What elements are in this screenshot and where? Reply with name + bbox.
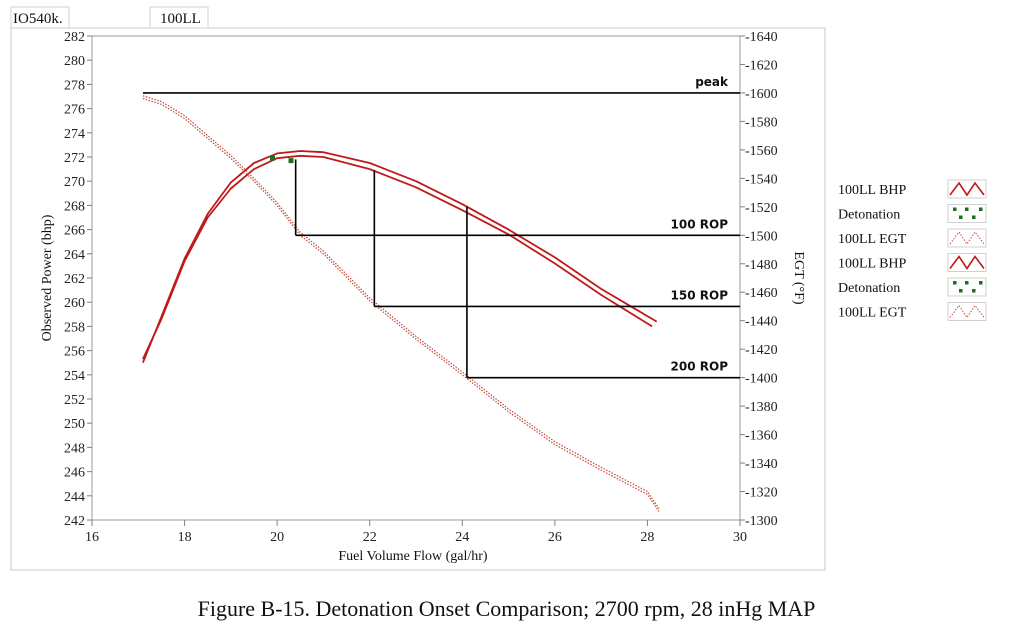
legend-swatch-marker <box>979 281 983 285</box>
detonation-marker <box>270 155 276 161</box>
x-tick-label: 20 <box>270 530 284 545</box>
y-tick-label: 252 <box>64 393 85 408</box>
y-tick-label: 266 <box>64 224 85 239</box>
legend-swatch-marker <box>959 289 963 293</box>
bhp-curve <box>142 150 658 364</box>
y-tick-label: 256 <box>64 345 85 360</box>
y-tick-label: 248 <box>64 441 85 456</box>
y-tick-label: 268 <box>64 199 85 214</box>
legend-swatch-marker <box>979 207 983 211</box>
legend: 100LL BHP Detonation 100LL EGT 100LL BHP Det… <box>838 179 987 321</box>
reference-lines-layer: peak 100 ROP 150 ROP 200 ROP <box>142 75 740 379</box>
fuel-label: 100LL <box>160 11 201 27</box>
y-tick-label: 242 <box>64 514 85 529</box>
legend-swatch-marker <box>953 207 957 211</box>
y2-tick-label: -1340 <box>745 457 778 472</box>
x-tick-label: 24 <box>455 530 469 545</box>
y2-tick-label: -1480 <box>745 258 778 273</box>
legend-swatch <box>947 277 987 297</box>
y2-tick-label: -1300 <box>745 514 778 529</box>
x-tick-label: 22 <box>363 530 377 545</box>
y-tick-label: 282 <box>64 30 85 45</box>
y-tick-label: 260 <box>64 296 85 311</box>
y-axis-title: Observed Power (bhp) <box>40 214 55 341</box>
legend-swatch-marker <box>972 215 976 219</box>
legend-swatch-marker <box>972 289 976 293</box>
y-tick-label: 276 <box>64 103 85 118</box>
y2-tick-label: -1400 <box>745 372 778 387</box>
x-tick-label: 16 <box>85 530 99 545</box>
y-tick-label: 250 <box>64 417 85 432</box>
legend-swatch-marker <box>953 281 957 285</box>
y-tick-label: 272 <box>64 151 85 166</box>
bhp-curve <box>142 154 653 360</box>
y2-tick-label: -1440 <box>745 315 778 330</box>
y2-tick-label: -1600 <box>745 87 778 102</box>
legend-swatch-line <box>949 231 985 245</box>
legend-swatch <box>947 204 987 223</box>
legend-swatch-line <box>949 304 985 319</box>
y2-tick-label: -1520 <box>745 201 778 216</box>
x-tick-label: 18 <box>178 530 192 545</box>
egt-curve <box>142 95 660 509</box>
legend-label: Detonation <box>838 281 900 296</box>
engine-label: IO540k. <box>13 11 63 27</box>
y2-tick-label: -1460 <box>745 286 778 301</box>
y2-tick-label: -1380 <box>745 400 778 415</box>
y-tick-label: 274 <box>64 127 85 142</box>
y-tick-label: 258 <box>64 320 85 335</box>
y2-tick-label: -1620 <box>745 58 778 73</box>
y-tick-label: 244 <box>64 490 85 505</box>
y-tick-label: 264 <box>64 248 85 263</box>
x-tick-label: 30 <box>733 530 747 545</box>
y-tick-label: 254 <box>64 369 85 384</box>
reference-line-label: 100 ROP <box>671 217 729 231</box>
y2-tick-label: -1560 <box>745 144 778 159</box>
legend-label: 100LL BHP <box>838 183 907 198</box>
y2-tick-label: -1640 <box>745 30 778 45</box>
legend-swatch-marker <box>965 281 969 285</box>
figure-caption: Figure B-15. Detonation Onset Comparison… <box>197 596 816 621</box>
reference-line-label: 150 ROP <box>671 288 729 302</box>
reference-line-label: 200 ROP <box>671 360 729 374</box>
y2-tick-label: -1360 <box>745 429 778 444</box>
y-tick-label: 262 <box>64 272 85 287</box>
figure-border <box>10 27 826 571</box>
y2-tick-label: -1580 <box>745 115 778 130</box>
y-tick-label: 246 <box>64 466 85 481</box>
y-tick-label: 280 <box>64 54 85 69</box>
y2-tick-label: -1320 <box>745 486 778 501</box>
series-layer <box>142 95 660 512</box>
y-tick-label: 278 <box>64 78 85 93</box>
legend-swatch-marker <box>959 215 963 219</box>
egt-curve <box>142 98 660 512</box>
y2-tick-label: -1540 <box>745 172 778 187</box>
detonation-marker <box>288 158 294 164</box>
reference-line-label: peak <box>695 75 729 89</box>
engine-label-box <box>10 6 70 29</box>
x-tick-label: 26 <box>548 530 562 545</box>
legend-swatch-line <box>949 255 985 270</box>
legend-label: Detonation <box>838 208 900 223</box>
legend-swatch-marker <box>965 207 969 211</box>
axes-layer: 16 18 20 22 24 26 28 30 242 244 246 248 250 252 254 256… <box>64 30 778 545</box>
y2-axis-title: EGT (°F) <box>791 251 806 305</box>
legend-swatch-line <box>949 181 985 197</box>
y2-tick-label: -1420 <box>745 343 778 358</box>
y2-tick-label: -1500 <box>745 229 778 244</box>
fuel-label-box <box>149 6 209 29</box>
legend-swatch <box>947 302 987 321</box>
legend-label: 100LL BHP <box>838 257 907 272</box>
x-tick-label: 28 <box>640 530 654 545</box>
legend-label: 100LL EGT <box>838 306 907 321</box>
legend-label: 100LL EGT <box>838 232 907 247</box>
x-axis-title: Fuel Volume Flow (gal/hr) <box>338 549 488 564</box>
y-tick-label: 270 <box>64 175 85 190</box>
legend-swatch <box>947 228 987 248</box>
